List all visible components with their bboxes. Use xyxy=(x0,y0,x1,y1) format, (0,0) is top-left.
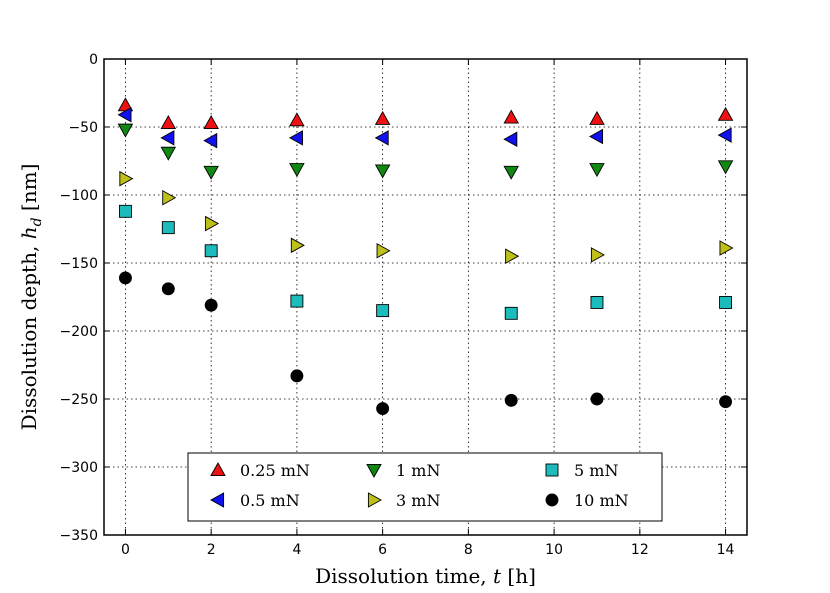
data-point xyxy=(118,204,132,218)
series-10-mn xyxy=(118,271,733,415)
data-point xyxy=(119,170,134,187)
data-point xyxy=(117,123,134,138)
data-point xyxy=(290,237,305,254)
data-point xyxy=(589,110,605,125)
data-point xyxy=(288,130,303,146)
data-point xyxy=(205,215,220,232)
data-point xyxy=(374,130,389,146)
x-tick-label: 10 xyxy=(545,542,563,558)
data-point xyxy=(290,294,304,308)
data-point xyxy=(160,130,175,146)
data-point xyxy=(374,110,391,125)
x-tick-label: 4 xyxy=(292,542,301,558)
y-tick-label: −100 xyxy=(60,188,98,204)
x-tick-label: 6 xyxy=(378,542,387,558)
x-tick-label: 0 xyxy=(121,542,130,558)
data-point xyxy=(203,114,219,129)
series-3-mn xyxy=(119,170,734,264)
legend-label: 3 mN xyxy=(396,491,440,510)
legend-marker xyxy=(367,492,382,508)
data-point xyxy=(374,164,391,179)
legend-box xyxy=(187,452,663,522)
series-0-5-mn xyxy=(117,106,732,149)
data-point xyxy=(160,114,177,129)
data-point xyxy=(160,146,177,161)
data-point xyxy=(719,295,733,309)
data-point xyxy=(503,131,518,148)
x-axis-label: Dissolution time, t [h] xyxy=(315,564,536,588)
y-tick-label: −300 xyxy=(60,460,98,476)
legend-marker xyxy=(210,462,226,477)
data-point xyxy=(376,242,391,259)
data-point xyxy=(117,106,132,123)
data-point xyxy=(717,106,734,121)
x-tick-label: 8 xyxy=(464,542,473,558)
x-tick-label: 14 xyxy=(717,542,735,558)
data-point xyxy=(590,295,604,309)
data-points xyxy=(117,97,734,415)
plot-frame xyxy=(103,58,748,536)
legend-marker xyxy=(545,463,559,477)
data-point xyxy=(290,369,304,383)
data-point xyxy=(589,128,604,145)
series-1-mn xyxy=(117,123,734,180)
legend-label: 0.5 mN xyxy=(240,491,300,510)
legend-label: 1 mN xyxy=(396,461,440,480)
data-point xyxy=(118,271,132,285)
y-tick-label: −250 xyxy=(60,392,98,408)
data-point xyxy=(289,112,305,127)
data-point xyxy=(717,127,732,143)
data-point xyxy=(503,109,519,124)
legend-marker xyxy=(545,493,559,507)
data-point xyxy=(504,306,518,320)
data-point xyxy=(203,132,218,149)
y-axis-label: Dissolution depth, hd [nm] xyxy=(17,164,45,431)
y-tick-label: −200 xyxy=(60,324,98,340)
legend: 0.25 mN 0.5 mN 1 mN 3 mN 5 mN 10 mN xyxy=(187,452,663,522)
data-point xyxy=(162,189,177,206)
axis-ticks: 0 2 4 6 8 10 12 14 0 −50 −100 −150 −200 −250 −300 −350 xyxy=(60,52,747,558)
data-point xyxy=(203,165,219,180)
legend-label: 0.25 mN xyxy=(240,461,310,480)
y-tick-label: 0 xyxy=(89,52,98,68)
data-point xyxy=(204,244,218,258)
data-point xyxy=(503,165,519,180)
data-point xyxy=(161,282,175,296)
data-point xyxy=(504,393,518,407)
x-tick-label: 12 xyxy=(631,542,649,558)
y-tick-label: −50 xyxy=(68,120,98,136)
data-point xyxy=(376,304,390,318)
data-point xyxy=(589,163,605,178)
data-point xyxy=(289,163,305,178)
data-point xyxy=(161,221,175,235)
data-point xyxy=(719,395,733,409)
data-point xyxy=(590,247,605,263)
y-tick-label: −150 xyxy=(60,256,98,272)
data-point xyxy=(376,402,390,415)
data-point xyxy=(717,160,734,175)
legend-label: 10 mN xyxy=(574,491,629,510)
legend-marker xyxy=(210,492,225,508)
data-point xyxy=(590,392,604,406)
y-tick-label: −350 xyxy=(60,528,98,544)
data-point xyxy=(719,240,734,256)
legend-label: 5 mN xyxy=(574,461,618,480)
series-5-mn xyxy=(118,204,733,320)
series-0-25-mn xyxy=(117,97,734,129)
data-point xyxy=(204,298,218,312)
x-tick-label: 2 xyxy=(207,542,216,558)
data-point xyxy=(505,248,520,264)
legend-marker xyxy=(366,463,382,478)
